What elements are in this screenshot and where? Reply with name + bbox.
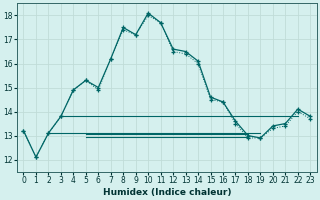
X-axis label: Humidex (Indice chaleur): Humidex (Indice chaleur): [103, 188, 231, 197]
